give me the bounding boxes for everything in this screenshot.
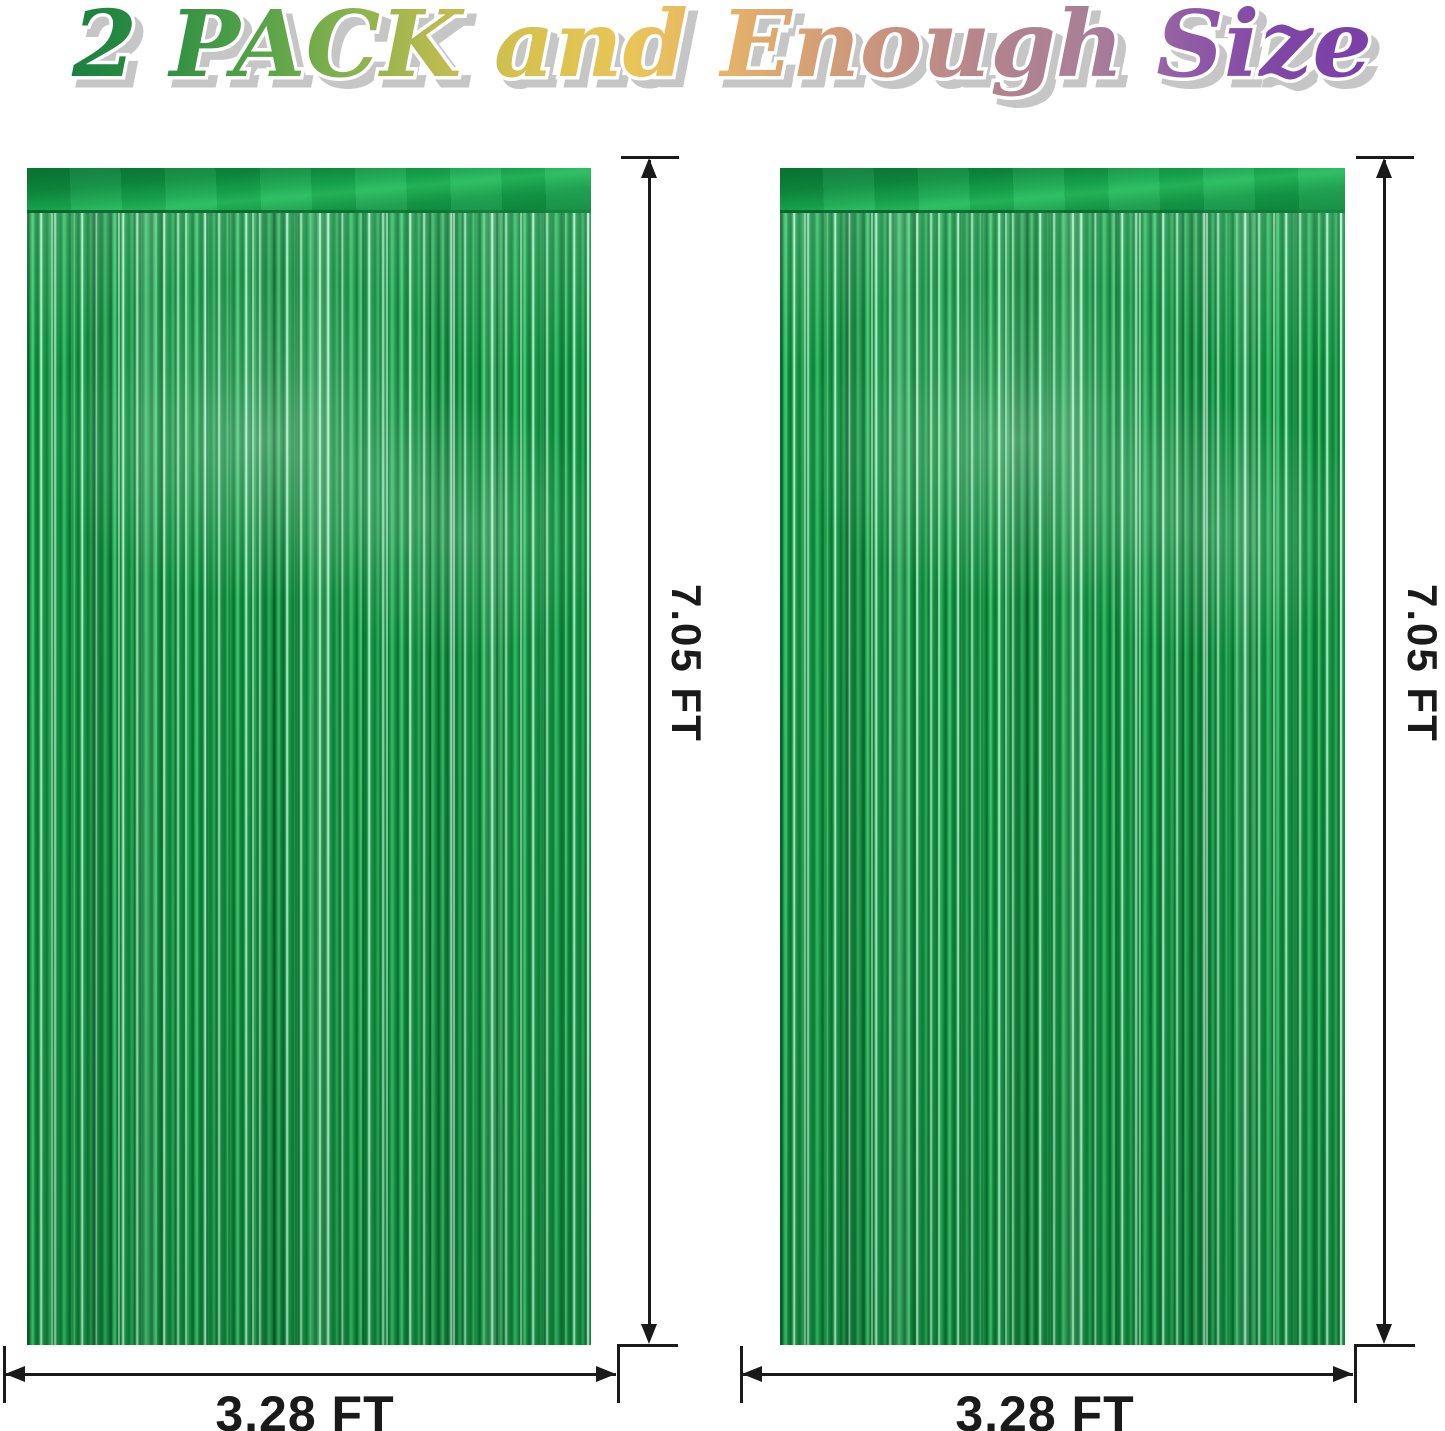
arrow-right-icon xyxy=(1333,1366,1353,1382)
curtain-fringe xyxy=(27,213,591,1345)
height-label-right: 7.05 FT xyxy=(1399,584,1445,743)
width-dim-left-extension-right xyxy=(740,1346,743,1403)
arrow-down-icon xyxy=(641,1324,657,1344)
curtain-header-band xyxy=(780,168,1345,213)
height-dim-bottom-cap-right xyxy=(1354,1344,1415,1347)
arrow-up-icon xyxy=(1376,158,1392,178)
height-dim-line-left xyxy=(648,160,651,1328)
height-dim-top-cap-right xyxy=(1356,156,1414,159)
width-dim-right-extension-left xyxy=(617,1344,620,1403)
arrow-left-icon xyxy=(742,1366,762,1382)
arrow-up-icon xyxy=(641,158,657,178)
arrow-right-icon xyxy=(596,1366,616,1382)
height-dim-line-right xyxy=(1383,160,1386,1328)
width-label-left: 3.28 FT xyxy=(215,1386,395,1431)
foil-curtain-right xyxy=(780,168,1345,1345)
page-title-shadow: 2 PACK and Enough Size xyxy=(79,0,1380,106)
height-dim-bottom-cap-left xyxy=(617,1344,678,1347)
width-dim-left-extension-left xyxy=(3,1346,6,1403)
width-dim-line-left xyxy=(6,1373,616,1376)
height-dim-top-cap-left xyxy=(621,156,679,159)
title-banner: 2 PACK and Enough Size 2 PACK and Enough… xyxy=(67,0,1383,110)
arrow-down-icon xyxy=(1376,1324,1392,1344)
curtain-fringe xyxy=(780,213,1345,1345)
page-title: 2 PACK and Enough Size xyxy=(71,0,1372,98)
curtain-header-band xyxy=(27,168,591,213)
arrow-left-icon xyxy=(5,1366,25,1382)
foil-curtain-left xyxy=(27,168,591,1345)
height-label-left: 7.05 FT xyxy=(663,584,710,743)
width-label-right: 3.28 FT xyxy=(955,1386,1135,1431)
width-dim-line-right xyxy=(743,1373,1353,1376)
width-dim-right-extension-right xyxy=(1354,1344,1357,1403)
